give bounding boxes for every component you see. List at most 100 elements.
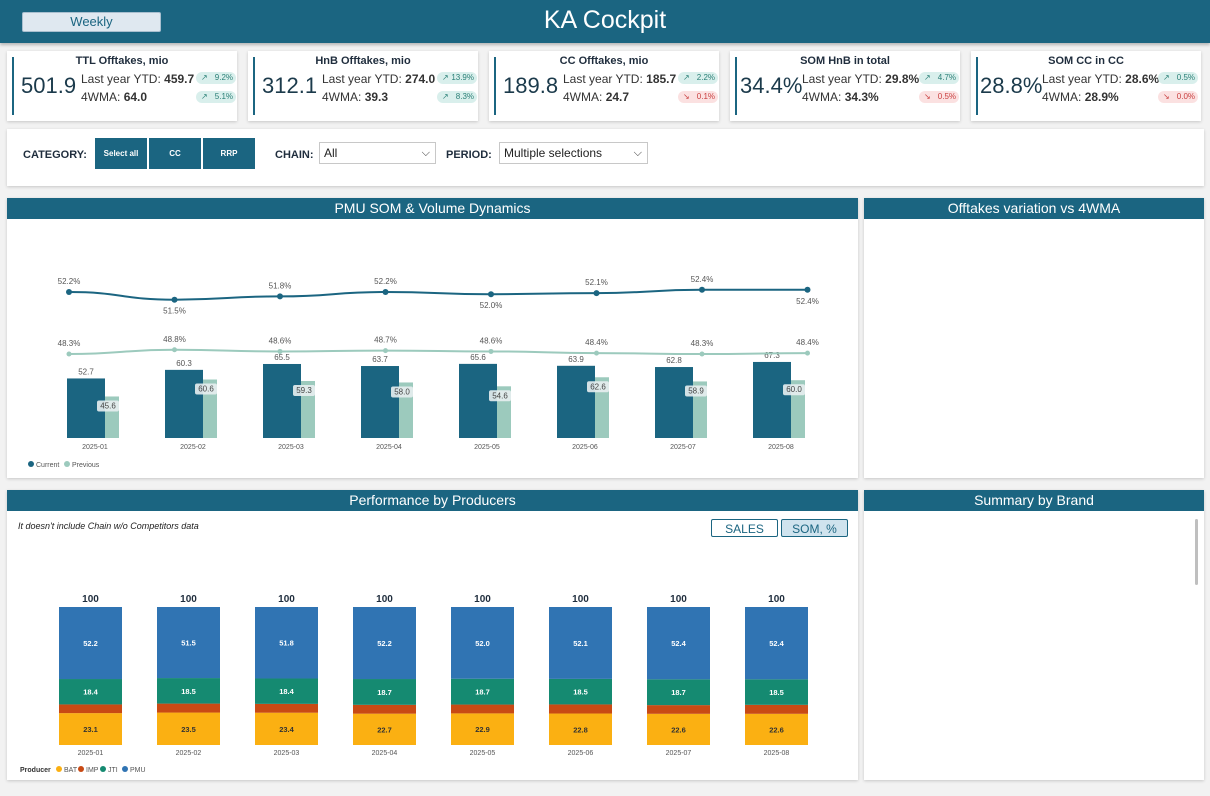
total-label: 100: [768, 594, 785, 605]
period-dropdown[interactable]: Multiple selections ⌵: [499, 142, 648, 164]
x-tick-label: 2025-01: [82, 444, 108, 451]
line-point-bottom: [383, 348, 388, 354]
weekly-button[interactable]: Weekly: [22, 12, 161, 32]
series-line-top: [68, 288, 808, 301]
som-volume-panel: PMU SOM & Volume Dynamics 52.7 45.6 2025-0…: [7, 198, 858, 478]
kpi-card-ttl-offtakes: TTL Offtakes, mio 501.9 Last year YTD: 4…: [7, 51, 237, 121]
kpi-wma-label: 4WMA:: [563, 90, 603, 104]
bar-previous-label-bg: [685, 385, 707, 397]
line-point-top: [382, 289, 389, 295]
segment-bat-label: 23.1: [83, 725, 98, 734]
legend-label-bat: BAT: [64, 767, 78, 774]
category-select-all-button[interactable]: Select all: [95, 138, 147, 169]
segment-bat: [451, 713, 514, 745]
segment-jti: [157, 678, 220, 704]
kpi-ly-value: 274.0: [405, 72, 436, 86]
segment-pmu: [549, 607, 612, 679]
trend-up-icon: ↗: [442, 73, 449, 82]
trend-down-icon: ↘: [683, 92, 690, 101]
bar-previous-label: 60.6: [198, 385, 214, 394]
x-tick-label: 2025-02: [176, 750, 202, 757]
kpi-ly-value: 28.6%: [1125, 72, 1160, 86]
segment-jti: [59, 679, 122, 705]
x-tick-label: 2025-07: [670, 444, 696, 451]
segment-imp: [647, 705, 710, 714]
total-label: 100: [180, 594, 197, 605]
kpi-title: SOM HnB in total: [800, 55, 890, 67]
segment-pmu-label: 52.1: [573, 639, 588, 648]
bar-current: [655, 367, 693, 438]
segment-jti: [745, 679, 808, 705]
line-point-top: [804, 286, 811, 293]
bar-current: [361, 366, 399, 438]
kpi-wma-label: 4WMA:: [802, 90, 842, 104]
bar-previous: [595, 377, 609, 438]
offtakes-variation-panel-title: Offtakes variation vs 4WMA: [864, 198, 1204, 219]
kpi-wma-value: 64.0: [123, 90, 148, 104]
segment-jti-label: 18.7: [377, 688, 392, 697]
segment-pmu: [451, 607, 514, 679]
series-line-bottom: [68, 348, 808, 356]
bar-previous-label-bg: [293, 384, 315, 396]
kpi-ly-value: 459.7: [164, 72, 195, 86]
sales-toggle-button[interactable]: SALES: [711, 519, 778, 537]
total-label: 100: [474, 594, 491, 605]
bar-current-label: 60.3: [176, 359, 192, 368]
bar-previous-label-bg: [391, 386, 413, 398]
legend-previous-label: Previous: [72, 462, 100, 469]
kpi-card-cc-offtakes: CC Offtakes, mio 189.8 Last year YTD: 18…: [489, 51, 719, 121]
kpi-accent: [12, 57, 14, 115]
filter-bar: CATEGORY: Select all CC RRP CHAIN: All ⌵…: [7, 129, 1204, 186]
chain-label: CHAIN:: [275, 149, 314, 161]
legend-label-jti: JTI: [108, 767, 118, 774]
kpi-ly-value: 29.8%: [885, 72, 920, 86]
brand-summary-scrollbar[interactable]: [1195, 519, 1198, 585]
kpi-value: 189.8: [503, 73, 559, 98]
kpi-wma-label: 4WMA:: [322, 90, 362, 104]
total-label: 100: [670, 594, 687, 605]
segment-bat-label: 22.9: [475, 725, 490, 734]
line-label-bottom: 48.4%: [585, 338, 608, 347]
kpi-value: 28.8%: [980, 73, 1043, 98]
kpi-title: TTL Offtakes, mio: [75, 55, 169, 67]
segment-bat: [647, 713, 710, 745]
kpi-ly-delta-badge: ↗ 4.7%: [919, 72, 959, 84]
segment-imp: [255, 703, 318, 713]
segment-pmu: [647, 607, 710, 680]
total-label: 100: [82, 594, 99, 605]
bar-current-label: 63.7: [372, 355, 388, 364]
line-point-top: [699, 286, 705, 293]
kpi-value: 312.1: [262, 73, 318, 98]
kpi-accent: [735, 57, 737, 115]
line-label-bottom: 48.3%: [691, 339, 714, 348]
category-cc-button[interactable]: CC: [149, 138, 201, 169]
kpi-ly-delta-badge: ↗ 0.5%: [1158, 72, 1198, 84]
segment-bat: [745, 713, 808, 745]
kpi-wma-value: 28.9%: [1084, 90, 1119, 104]
segment-bat: [353, 713, 416, 745]
som-volume-chart: 52.7 45.6 2025-01 60.3 60.6 2025-02 65.5 59.3 20…: [28, 275, 819, 469]
bar-current-label: 52.7: [78, 367, 94, 376]
som-toggle-button[interactable]: SOM, %: [781, 519, 848, 537]
x-tick-label: 2025-06: [568, 750, 594, 757]
kpi-title: SOM CC in CC: [1048, 55, 1124, 67]
category-rrp-button[interactable]: RRP: [203, 138, 255, 169]
bar-previous-label: 58.0: [394, 387, 410, 396]
kpi-ly-label: Last year YTD:: [322, 72, 402, 86]
kpi-wma-delta-badge: ↗ 5.1%: [196, 91, 236, 103]
chain-dropdown[interactable]: All ⌵: [319, 142, 436, 164]
bar-previous-label: 45.6: [100, 401, 116, 410]
segment-pmu: [353, 607, 416, 680]
segment-pmu-label: 51.8: [279, 639, 294, 648]
bar-current-label: 63.9: [568, 355, 584, 364]
segment-pmu: [255, 607, 318, 679]
line-point-bottom: [805, 350, 810, 356]
legend-swatch-pmu: [122, 766, 128, 772]
x-tick-label: 2025-01: [78, 750, 104, 757]
kpi-wma-delta-badge: ↗ 8.3%: [437, 91, 477, 103]
kpi-ly-label: Last year YTD:: [81, 72, 161, 86]
kpi-accent: [976, 57, 978, 115]
segment-bat: [255, 712, 318, 745]
line-point-bottom: [699, 351, 705, 357]
kpi-title: CC Offtakes, mio: [559, 55, 649, 67]
